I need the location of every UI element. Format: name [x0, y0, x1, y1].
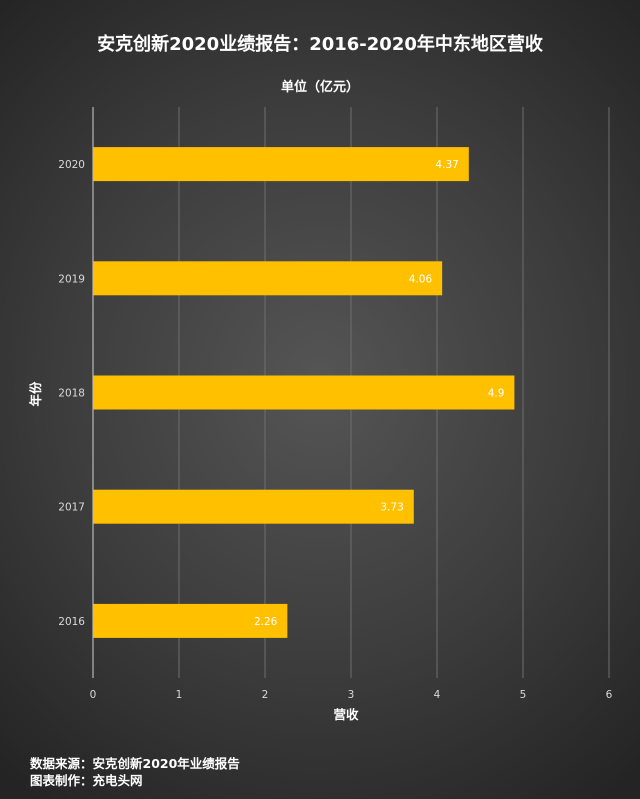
x-tick-label: 2: [262, 689, 269, 701]
x-tick-label: 1: [176, 689, 183, 701]
chart-title: 安克创新2020业绩报告：2016-2020年中东地区营收: [97, 34, 543, 55]
bar: [93, 261, 443, 296]
data-label: 4.37: [435, 159, 458, 171]
chart-subtitle: 单位（亿元）: [280, 80, 359, 95]
y-axis-title: 年份: [28, 381, 43, 407]
x-tick-label: 3: [348, 689, 355, 701]
chart-credit-note: 图表制作：充电头网: [30, 773, 143, 788]
x-tick-label: 4: [434, 689, 441, 701]
y-tick-label: 2016: [58, 616, 85, 628]
y-tick-label: 2018: [58, 388, 85, 400]
y-tick-label: 2020: [58, 159, 85, 171]
data-source-note: 数据来源：安克创新2020年业绩报告: [30, 756, 240, 771]
data-label: 3.73: [380, 502, 403, 514]
x-axis-title: 营收: [333, 707, 359, 722]
x-tick-label: 0: [90, 689, 97, 701]
data-label: 2.26: [254, 616, 278, 628]
bar: [93, 375, 515, 410]
footer: 数据来源：安克创新2020年业绩报告 图表制作：充电头网: [30, 755, 240, 789]
bar: [93, 603, 288, 638]
data-label: 4.9: [488, 388, 505, 400]
y-tick-label: 2019: [58, 273, 85, 285]
bar: [93, 147, 469, 182]
bar: [93, 489, 414, 524]
x-tick-label: 5: [520, 689, 527, 701]
y-tick-label: 2017: [58, 502, 85, 514]
x-tick-label: 6: [606, 689, 613, 701]
data-label: 4.06: [409, 273, 433, 285]
